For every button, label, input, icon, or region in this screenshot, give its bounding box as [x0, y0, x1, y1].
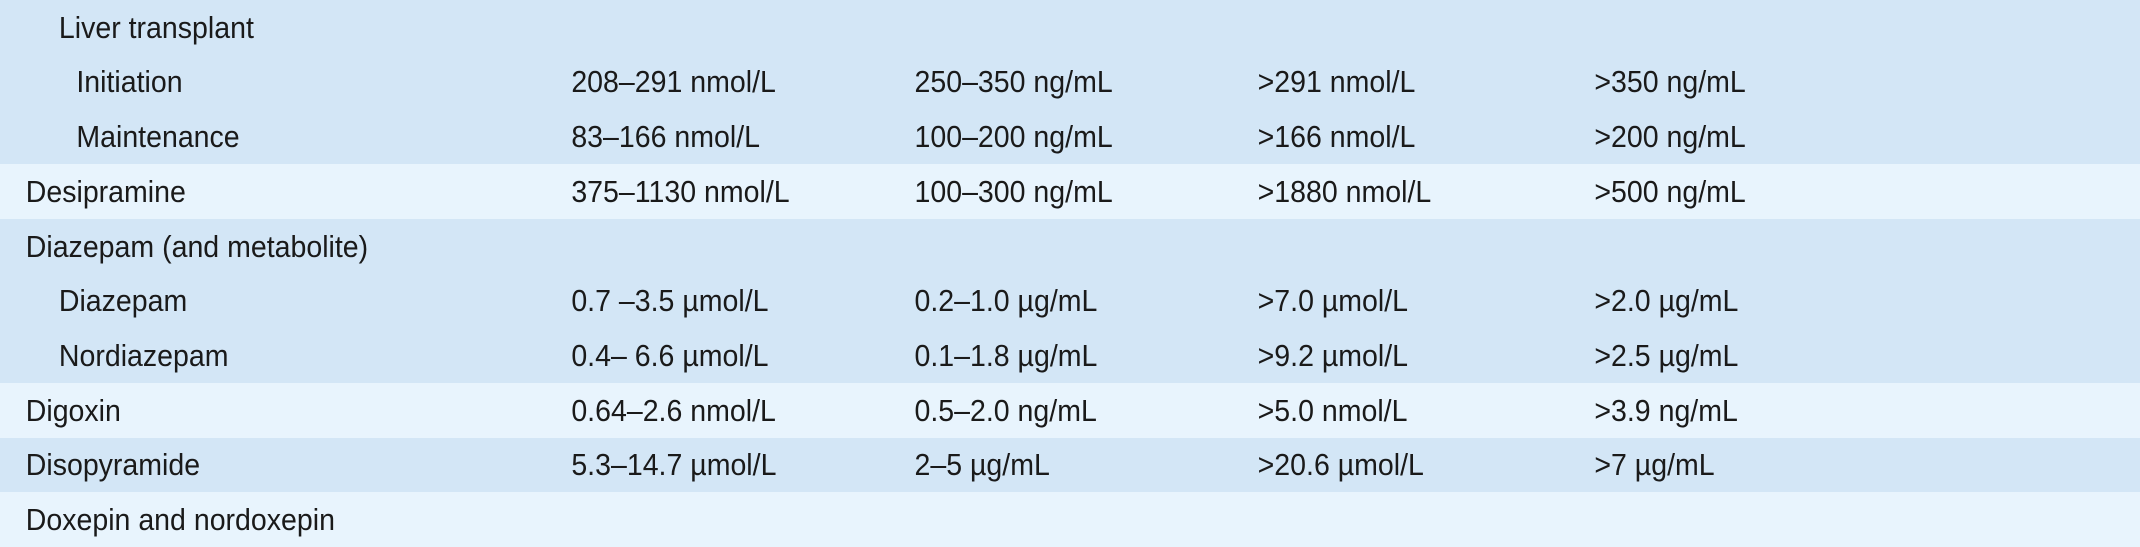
table-row: Diazepam (and metabolite)	[0, 219, 2140, 274]
therapeutic-si-cell: 0.64–2.6 nmol/L	[571, 392, 776, 428]
therapeutic-conventional-cell: 0.1–1.8 µg/mL	[914, 337, 1098, 373]
drug-name-cell: Maintenance	[76, 118, 240, 154]
toxic-conventional-cell: >200 ng/mL	[1594, 118, 1746, 154]
therapeutic-si-cell: 5.3–14.7 µmol/L	[571, 447, 777, 482]
drug-name-cell: Initiation	[76, 64, 183, 99]
toxic-si-cell: >291 nmol/L	[1257, 64, 1416, 99]
therapeutic-conventional-cell: 0.2–1.0 µg/mL	[914, 283, 1098, 318]
table-row: Desipramine 375–1130 nmol/L 100–300 ng/m…	[0, 164, 2140, 219]
therapeutic-si-cell: 0.7 –3.5 µmol/L	[571, 283, 769, 318]
drug-name-cell: Digoxin	[25, 392, 121, 428]
toxic-conventional-cell: >2.0 µg/mL	[1594, 283, 1739, 318]
therapeutic-conventional-cell: 0.5–2.0 ng/mL	[914, 392, 1097, 428]
therapeutic-si-cell: 375–1130 nmol/L	[571, 173, 790, 209]
drug-name-cell: Diazepam (and metabolite)	[25, 228, 369, 264]
toxic-si-cell: >1880 nmol/L	[1257, 173, 1432, 209]
therapeutic-si-cell: 83–166 nmol/L	[571, 118, 761, 154]
drug-name-cell: Disopyramide	[25, 447, 201, 482]
table-row: Nordiazepam 0.4– 6.6 µmol/L 0.1–1.8 µg/m…	[0, 328, 2140, 383]
toxic-si-cell: >7.0 µmol/L	[1257, 283, 1409, 318]
toxic-si-cell: >9.2 µmol/L	[1257, 337, 1409, 373]
drug-name-cell: Desipramine	[25, 173, 186, 209]
table-row: Digoxin 0.64–2.6 nmol/L 0.5–2.0 ng/mL >5…	[0, 383, 2140, 438]
toxic-conventional-cell: >2.5 µg/mL	[1594, 337, 1739, 373]
drug-name-cell: Nordiazepam	[58, 337, 229, 373]
drug-name-cell: Doxepin and nordoxepin	[25, 501, 335, 537]
table-row: Maintenance 83–166 nmol/L 100–200 ng/mL …	[0, 109, 2140, 164]
table-row: Initiation 208–291 nmol/L 250–350 ng/mL …	[0, 55, 2140, 109]
therapeutic-si-cell: 0.4– 6.6 µmol/L	[571, 337, 769, 373]
drug-name-cell: Diazepam	[58, 283, 188, 318]
toxic-si-cell: >20.6 µmol/L	[1257, 447, 1424, 482]
toxic-si-cell: >5.0 nmol/L	[1257, 392, 1408, 428]
toxic-si-cell: >166 nmol/L	[1257, 118, 1416, 154]
toxic-conventional-cell: >350 ng/mL	[1594, 64, 1746, 99]
toxic-conventional-cell: >3.9 ng/mL	[1594, 392, 1738, 428]
therapeutic-si-cell: 208–291 nmol/L	[571, 64, 776, 99]
drug-name-cell: Liver transplant	[58, 9, 254, 45]
toxic-conventional-cell: >500 ng/mL	[1594, 173, 1746, 209]
table-row: Disopyramide 5.3–14.7 µmol/L 2–5 µg/mL >…	[0, 438, 2140, 492]
therapeutic-conventional-cell: 2–5 µg/mL	[914, 447, 1050, 482]
therapeutic-conventional-cell: 100–200 ng/mL	[914, 118, 1113, 154]
therapeutic-conventional-cell: 250–350 ng/mL	[914, 64, 1113, 99]
toxic-conventional-cell: >7 µg/mL	[1594, 447, 1715, 482]
table-row: Doxepin and nordoxepin	[0, 492, 2140, 547]
therapeutic-conventional-cell: 100–300 ng/mL	[914, 173, 1113, 209]
table-row: Liver transplant	[0, 0, 2140, 55]
table-row: Diazepam 0.7 –3.5 µmol/L 0.2–1.0 µg/mL >…	[0, 274, 2140, 328]
